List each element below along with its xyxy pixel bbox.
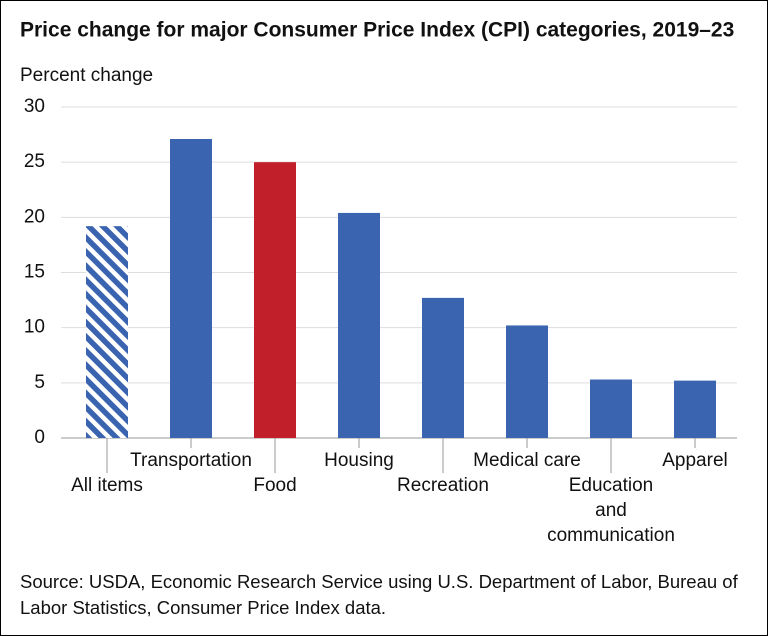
bar xyxy=(170,138,212,438)
x-tick-label: Food xyxy=(253,475,296,496)
y-tick-label: 10 xyxy=(24,317,45,338)
bar xyxy=(506,325,548,438)
x-tick-label: Education and communication xyxy=(547,475,675,546)
source-note: Source: USDA, Economic Research Service … xyxy=(20,571,738,618)
bar xyxy=(254,162,296,438)
chart: Price change for major Consumer Price In… xyxy=(20,19,737,546)
chart-title: Price change for major Consumer Price In… xyxy=(20,19,734,42)
y-tick-label: 30 xyxy=(24,96,45,117)
y-tick-label: 20 xyxy=(24,206,45,227)
bar xyxy=(86,226,128,438)
bar xyxy=(674,380,716,438)
x-tick-label: Medical care xyxy=(473,450,581,471)
y-tick-label: 0 xyxy=(34,427,45,448)
x-tick-label: Apparel xyxy=(662,450,728,471)
y-axis-label: Percent change xyxy=(20,65,153,86)
x-tick-label: All items xyxy=(71,475,143,496)
x-tick-label: Recreation xyxy=(397,475,489,496)
x-tick-label: Housing xyxy=(324,450,394,471)
bar xyxy=(338,212,380,438)
x-tick-label: Transportation xyxy=(130,450,252,471)
bar xyxy=(590,379,632,438)
y-tick-label: 5 xyxy=(34,372,45,393)
y-tick-label: 25 xyxy=(24,151,45,172)
bar xyxy=(422,297,464,438)
y-tick-label: 15 xyxy=(24,262,45,283)
